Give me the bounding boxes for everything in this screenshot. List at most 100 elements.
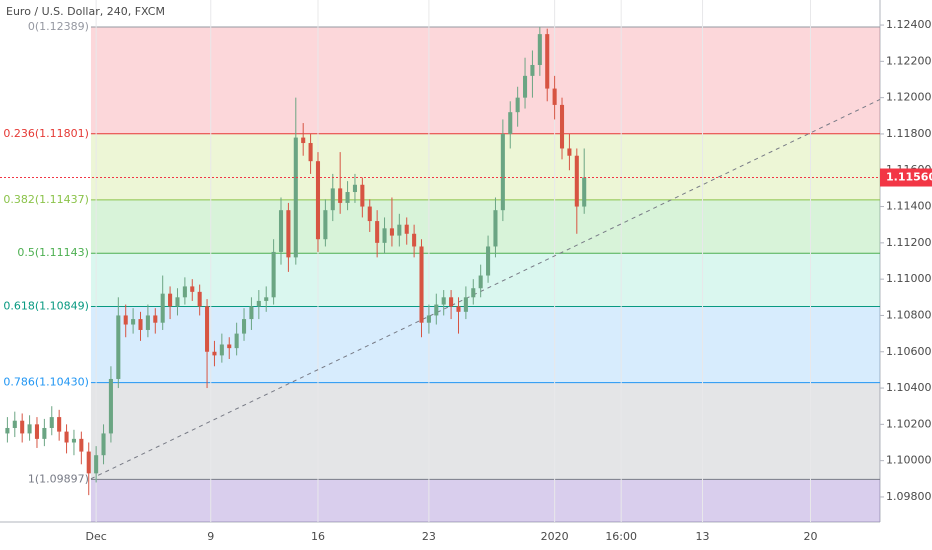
x-tick-label: 9	[207, 530, 214, 543]
fib-label: 0.618(1.10849)	[3, 300, 89, 313]
candle-body	[278, 210, 284, 252]
y-tick-label: 1.12400	[886, 18, 932, 31]
candle-body	[138, 319, 143, 330]
candle-body	[574, 155, 579, 207]
candle-body	[175, 297, 180, 307]
candle-body	[389, 228, 394, 236]
y-tick-label: 1.10800	[886, 308, 932, 321]
candle-body	[463, 297, 468, 312]
candle-body	[330, 188, 335, 211]
candle-body	[271, 251, 276, 298]
x-tick-label: 2020	[541, 530, 569, 543]
fib-label: 0.5(1.11143)	[17, 246, 89, 259]
x-tick-label: 16	[311, 530, 325, 543]
candle-body	[323, 210, 328, 240]
candle-body	[64, 431, 69, 443]
candle-body	[508, 112, 513, 134]
fib-zone	[90, 133, 880, 200]
candle-body	[49, 417, 54, 428]
candle-body	[27, 424, 32, 434]
y-tick-label: 1.10400	[886, 381, 932, 394]
candle-body	[397, 224, 402, 236]
candle-body	[582, 177, 587, 207]
candle-body	[456, 306, 461, 312]
candle-body	[375, 221, 380, 243]
candle-body	[234, 333, 239, 349]
candle-body	[79, 438, 84, 452]
candle-body	[12, 420, 17, 428]
candle-body	[168, 293, 173, 307]
candle-body	[515, 97, 520, 113]
candle-body	[34, 424, 40, 439]
candle-body	[478, 275, 483, 289]
candle-body	[145, 315, 150, 330]
x-tick-label: 20	[803, 530, 817, 543]
y-tick-label: 1.10200	[886, 417, 932, 430]
candle-body	[71, 438, 76, 443]
candle-body	[419, 246, 424, 323]
candle-body	[227, 344, 232, 349]
y-tick-label: 1.12200	[886, 54, 932, 67]
candle-body	[42, 427, 47, 439]
candle-body	[404, 224, 409, 234]
candle-body	[20, 420, 25, 434]
candle-body	[190, 286, 195, 292]
candle-body	[552, 88, 557, 105]
candle-body	[5, 427, 10, 434]
candle-body	[360, 184, 365, 207]
y-tick-label: 1.12000	[886, 91, 932, 104]
last-price-box	[880, 168, 932, 187]
y-tick-label: 1.11800	[886, 127, 932, 140]
y-tick-label: 1.11400	[886, 200, 932, 213]
candle-body	[441, 297, 446, 305]
candle-body	[131, 319, 136, 325]
fib-label: 0.236(1.11801)	[3, 127, 89, 140]
trend-line	[90, 99, 881, 480]
y-tick-label: 1.10600	[886, 345, 932, 358]
candle-body	[57, 417, 62, 432]
x-tick-label: Dec	[85, 530, 106, 543]
last-price-label: 1.11560	[886, 171, 932, 184]
fib-label: 0.786(1.10430)	[3, 376, 89, 389]
candle-body	[86, 451, 91, 474]
candle-body	[182, 286, 187, 298]
candle-body	[101, 433, 106, 456]
candle-body	[301, 137, 306, 144]
chart-title: Euro / U.S. Dollar, 240, FXCM	[6, 5, 165, 18]
candle-body	[523, 75, 528, 98]
fib-label: 0(1.12389)	[28, 20, 89, 33]
candle-body	[308, 143, 313, 162]
candle-body	[205, 306, 210, 352]
candle-body	[123, 315, 128, 325]
candle-body	[286, 210, 291, 258]
candle-body	[94, 455, 99, 474]
candle-body	[116, 315, 121, 379]
candle-body	[345, 192, 350, 203]
fib-zone	[90, 306, 880, 383]
candle-body	[197, 291, 202, 307]
candle-body	[530, 64, 535, 76]
candle-body	[545, 34, 550, 89]
y-tick-label: 1.11200	[886, 236, 932, 249]
candle-body	[493, 210, 498, 247]
candle-body	[108, 378, 113, 434]
y-tick-label: 1.10000	[886, 454, 932, 467]
candle-body	[412, 233, 417, 247]
y-tick-label: 1.09800	[886, 490, 932, 503]
candle-body	[449, 297, 454, 307]
candle-body	[242, 319, 247, 334]
candle-body	[212, 351, 217, 356]
candle-body	[559, 104, 565, 149]
x-tick-label: 16:00	[605, 530, 637, 543]
candle-body	[486, 246, 491, 276]
fib-label: 0.382(1.11437)	[3, 193, 89, 206]
candle-body	[500, 133, 505, 211]
candle-body	[249, 306, 254, 320]
candle-body	[219, 344, 224, 356]
fib-zone	[90, 382, 880, 480]
candle-body	[153, 315, 158, 323]
candle-body	[426, 315, 431, 323]
fib-zone	[90, 479, 880, 522]
